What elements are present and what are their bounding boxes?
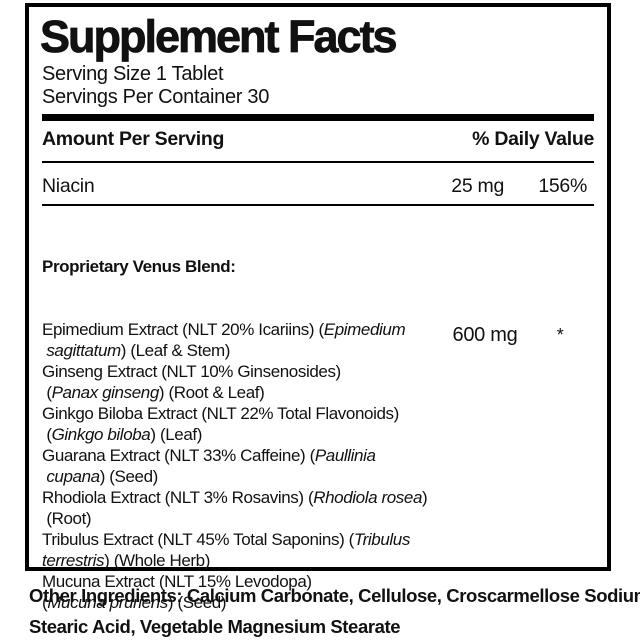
- blend-line: Epimedium Extract (NLT 20% Icariins) (Ep…: [42, 320, 406, 339]
- blend-line: Mucuna Extract (NLT 15% Levodopa): [42, 572, 312, 591]
- blend-line: (Ginkgo biloba) (Leaf): [42, 425, 202, 444]
- nutrient-amount: 25 mg: [451, 175, 504, 197]
- blend-line: Guarana Extract (NLT 33% Caffeine) (Paul…: [42, 446, 376, 465]
- proprietary-blend-section: Proprietary Venus Blend: Epimedium Extra…: [42, 206, 594, 640]
- column-header-row: Amount Per Serving % Daily Value: [42, 121, 594, 161]
- blend-amount: 600 mg: [452, 324, 518, 346]
- supplement-facts-title: Supplement Facts: [40, 11, 398, 62]
- percent-daily-value-header: % Daily Value: [472, 128, 594, 150]
- nutrient-name: Niacin: [42, 175, 95, 197]
- blend-line: Ginseng Extract (NLT 10% Ginsenosides): [42, 362, 341, 381]
- nutrient-daily-value: 156%: [538, 175, 587, 197]
- other-ingredients-text: Other Ingredients: Calcium Carbonate, Ce…: [29, 580, 640, 640]
- other-ingredients-line: Stearic Acid, Vegetable Magnesium Steara…: [29, 616, 401, 637]
- blend-line: Tribulus Extract (NLT 45% Total Saponins…: [42, 530, 410, 549]
- blend-title: Proprietary Venus Blend:: [42, 257, 236, 276]
- blend-line: (Panax ginseng) (Root & Leaf): [42, 383, 265, 402]
- blend-line: cupana) (Seed): [46, 467, 158, 486]
- serving-size-text: Serving Size 1 Tablet: [42, 63, 224, 85]
- blend-line: terrestris) (Whole Herb): [42, 551, 210, 570]
- blend-line: Rhodiola Extract (NLT 3% Rosavins) (Rhod…: [42, 488, 428, 507]
- blend-daily-value: *: [556, 325, 564, 345]
- blend-line: sagittatum) (Leaf & Stem): [46, 341, 231, 360]
- amount-per-serving-header: Amount Per Serving: [42, 128, 225, 150]
- servings-per-container-text: Servings Per Container 30: [42, 86, 270, 108]
- blend-line: (Root): [42, 509, 92, 528]
- thick-divider-bar-top: [42, 114, 594, 121]
- blend-lines: Epimedium Extract (NLT 20% Icariins) (Ep…: [42, 319, 594, 613]
- supplement-facts-panel: Supplement Facts Serving Size 1 Tablet S…: [25, 3, 611, 612]
- thin-rule-2: [42, 204, 594, 206]
- blend-line: (Mucuna pruriens) (Seed): [42, 593, 227, 612]
- other-ingredients-line: Other Ingredients: Calcium Carbonate, Ce…: [29, 585, 640, 606]
- blend-line: Ginkgo Biloba Extract (NLT 22% Total Fla…: [42, 404, 399, 423]
- serving-info: Serving Size 1 Tablet Servings Per Conta…: [42, 63, 594, 109]
- thin-rule-1: [42, 161, 594, 163]
- table-row: Niacin 25 mg 156%: [42, 163, 594, 204]
